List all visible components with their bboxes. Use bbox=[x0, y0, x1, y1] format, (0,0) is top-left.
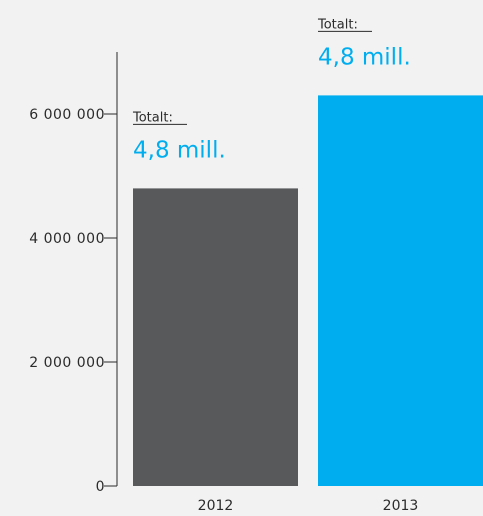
y-tick-label: 0 bbox=[96, 479, 105, 495]
y-tick-label: 2 000 000 bbox=[29, 355, 105, 371]
x-axis-labels: 2012 2013 bbox=[198, 498, 419, 514]
annotation-value: 4,8 mill. bbox=[318, 44, 411, 70]
y-tick-label: 4 000 000 bbox=[29, 231, 105, 247]
bar-annotations: Totalt: 4,8 mill. Totalt: 4,8 mill. bbox=[132, 17, 411, 163]
bar-2012 bbox=[133, 188, 298, 486]
annotation-value: 4,8 mill. bbox=[133, 137, 226, 163]
annotation-caption: Totalt: bbox=[317, 17, 358, 32]
bars bbox=[133, 95, 483, 487]
y-axis-ticks: 0 2 000 000 4 000 000 6 000 000 bbox=[29, 107, 117, 495]
x-tick-label: 2013 bbox=[383, 498, 419, 514]
bar-2013 bbox=[318, 95, 483, 487]
y-tick-label: 6 000 000 bbox=[29, 107, 105, 123]
x-tick-label: 2012 bbox=[198, 498, 234, 514]
annotation-caption: Totalt: bbox=[132, 110, 173, 125]
